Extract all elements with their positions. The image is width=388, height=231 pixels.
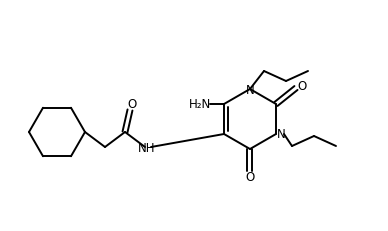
Text: NH: NH — [138, 142, 156, 155]
Text: O: O — [127, 98, 137, 111]
Text: O: O — [245, 171, 255, 184]
Text: H₂N: H₂N — [189, 98, 211, 111]
Text: N: N — [246, 83, 255, 96]
Text: N: N — [277, 128, 285, 141]
Text: O: O — [297, 80, 307, 93]
